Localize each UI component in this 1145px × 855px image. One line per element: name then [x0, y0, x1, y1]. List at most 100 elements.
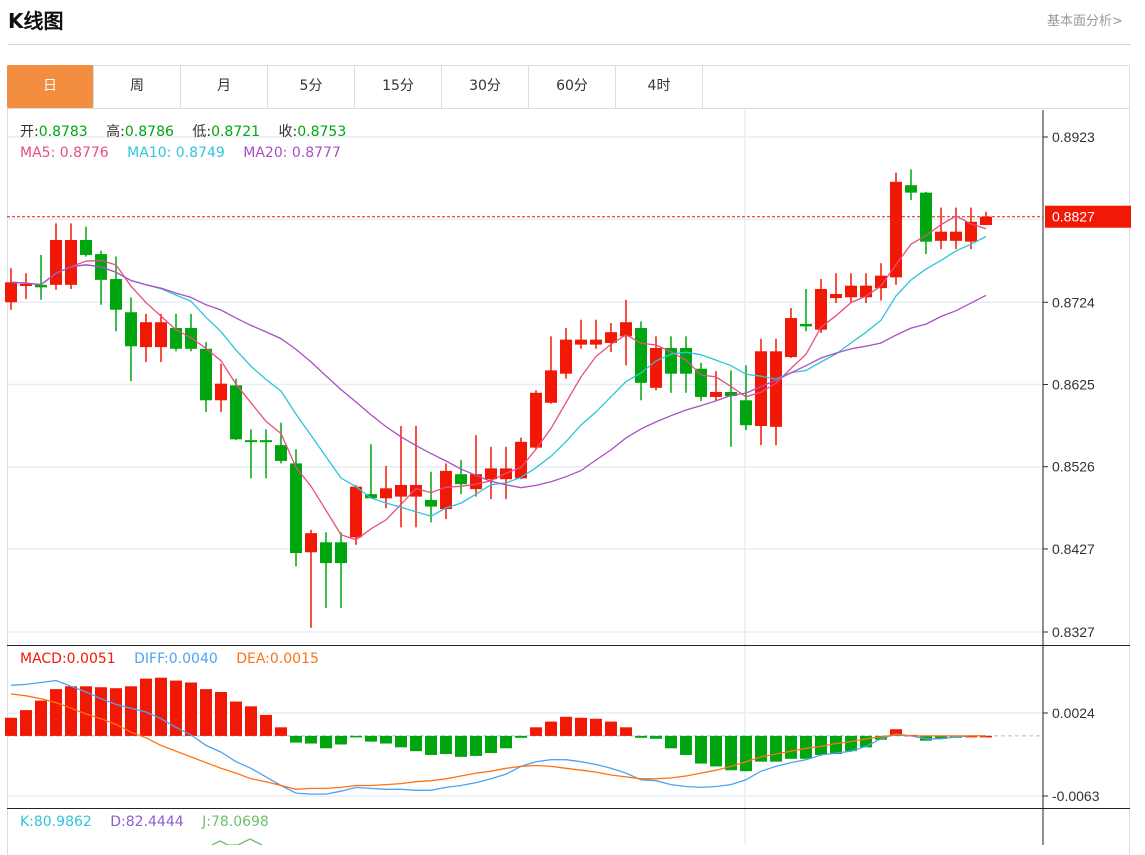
candle [455, 460, 467, 495]
candle [485, 446, 497, 500]
candle-body [425, 499, 437, 507]
tab-week[interactable]: 周 [94, 65, 181, 108]
candle-body [125, 312, 137, 347]
ma10-line [10, 235, 987, 517]
candle [365, 444, 377, 499]
macd-bar [620, 727, 632, 736]
candle-body [950, 231, 962, 241]
candle-body [530, 392, 542, 448]
candle [665, 336, 677, 393]
candle [380, 465, 392, 509]
ohlc-legend: 开:0.8783 高:0.8786 低:0.8721 收:0.8753 [20, 121, 360, 141]
j-value: J:78.0698 [202, 814, 269, 830]
tab-4hour[interactable]: 4时 [616, 65, 703, 108]
macd-bar [830, 735, 842, 755]
macd-bar [455, 735, 467, 757]
macd-bar [35, 700, 47, 736]
macd-bar [500, 735, 512, 749]
candle [410, 426, 422, 528]
tab-30min[interactable]: 30分 [442, 65, 529, 108]
candle-body [665, 347, 677, 374]
candle [800, 288, 812, 332]
open-value: 0.8783 [38, 124, 88, 140]
fundamental-analysis-link[interactable]: 基本面分析> [1047, 14, 1123, 29]
candle-body [605, 332, 617, 343]
candle [50, 223, 62, 290]
candle [620, 299, 632, 366]
macd-bar [305, 735, 317, 744]
macd-bar [155, 677, 167, 736]
candle-body [545, 370, 557, 403]
candle [545, 336, 557, 404]
tab-month[interactable]: 月 [181, 65, 268, 108]
candle [425, 471, 437, 523]
macd-bar [65, 686, 77, 736]
candle [935, 207, 947, 250]
candle [980, 211, 992, 226]
tab-day[interactable]: 日 [7, 65, 94, 108]
ma5-line [10, 215, 987, 541]
macd-bar [695, 735, 707, 764]
macd-bar [125, 686, 137, 736]
candle [905, 169, 917, 201]
candle [440, 463, 452, 520]
macd-bar [980, 735, 992, 738]
kdj-legend: K:80.9862 D:82.4444 J:78.0698 [20, 814, 283, 830]
macd-bar [515, 735, 527, 738]
macd-bar [770, 735, 782, 762]
candle-body [920, 192, 932, 242]
price-tick-label: 0.8923 [1052, 129, 1095, 145]
macd-bar [755, 735, 767, 762]
diff-line [10, 679, 986, 795]
macd-bar [665, 735, 677, 749]
candle-body [455, 474, 467, 485]
candle [230, 378, 242, 441]
macd-bar [275, 727, 287, 736]
candle-body [440, 470, 452, 510]
candle-body [875, 275, 887, 289]
macd-bar [740, 735, 752, 772]
macd-bar [410, 735, 422, 752]
candle-body [860, 285, 872, 298]
candle [695, 362, 707, 402]
macd-bar [575, 717, 587, 736]
macd-bar [440, 735, 452, 755]
j-line [211, 838, 263, 845]
candle-body [20, 284, 32, 287]
macd-bar [470, 735, 482, 756]
candle [290, 449, 302, 567]
macd-bar [815, 735, 827, 755]
macd-tick-label: -0.0063 [1052, 788, 1100, 804]
open-label: 开: [20, 124, 39, 140]
candle-body [140, 322, 152, 348]
candle [710, 371, 722, 401]
candle [215, 363, 227, 412]
candle-body [155, 322, 167, 348]
macd-bar [800, 735, 812, 759]
tab-60min[interactable]: 60分 [529, 65, 616, 108]
macd-legend: MACD:0.0051 DIFF:0.0040 DEA:0.0015 [20, 651, 333, 667]
candle-body [5, 282, 17, 303]
macd-bar [110, 688, 122, 736]
tab-5min[interactable]: 5分 [268, 65, 355, 108]
candle-body [575, 339, 587, 345]
dea-value: DEA:0.0015 [236, 651, 319, 667]
macd-bar [935, 735, 947, 739]
candle [845, 273, 857, 304]
candle-body [245, 440, 257, 443]
low-label: 低: [192, 124, 212, 140]
dea-line [10, 693, 986, 790]
ma-legend: MA5: 0.8776 MA10: 0.8749 MA20: 0.8777 [20, 145, 355, 161]
candle [125, 297, 137, 382]
candle [785, 308, 797, 358]
macd-bar [545, 721, 557, 736]
macd-bar [140, 678, 152, 736]
candle-body [965, 221, 977, 242]
tab-15min[interactable]: 15分 [355, 65, 442, 108]
macd-bar [80, 686, 92, 736]
candle [635, 321, 647, 401]
candle-body [35, 284, 47, 288]
macd-bar [50, 689, 62, 736]
candle-body [410, 484, 422, 497]
